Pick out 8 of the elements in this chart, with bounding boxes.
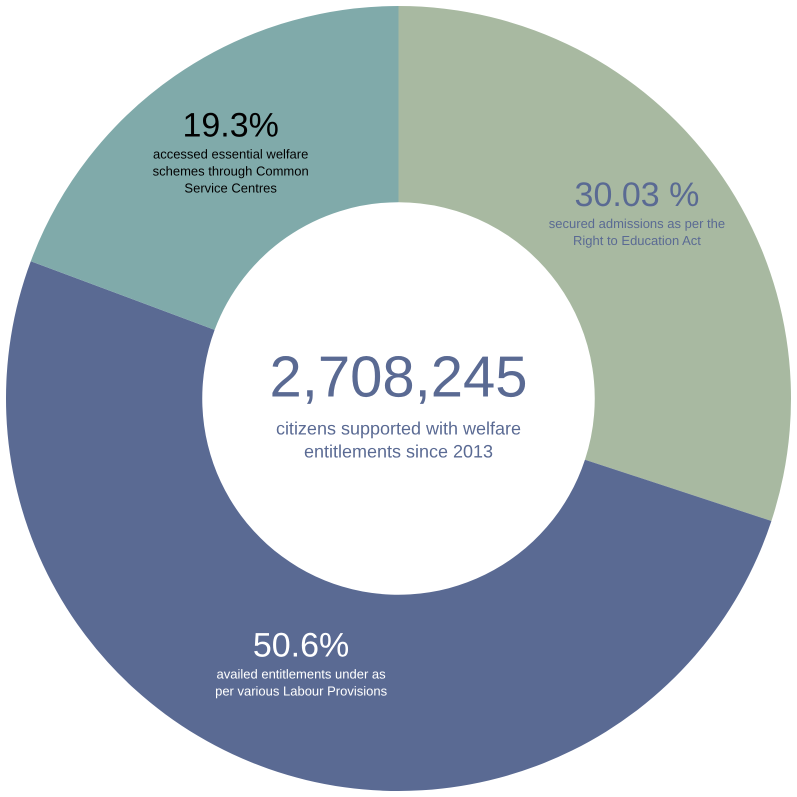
text: 2,708,245 xyxy=(269,344,528,410)
slice-label: accessed essential welfare schemes through Common Service Centres xyxy=(152,146,309,196)
text: citizens supported with welfare entitlements since 2013 xyxy=(276,418,522,462)
slice-label: availed entitlements under as per various Labour Provisions xyxy=(215,666,388,698)
data-label: 50.6% xyxy=(252,626,350,664)
data-label: 19.3% xyxy=(182,106,279,145)
data-label: 30.03 % xyxy=(574,176,700,214)
slice-label: secured admissions as per the Right to Education Act xyxy=(548,216,726,248)
